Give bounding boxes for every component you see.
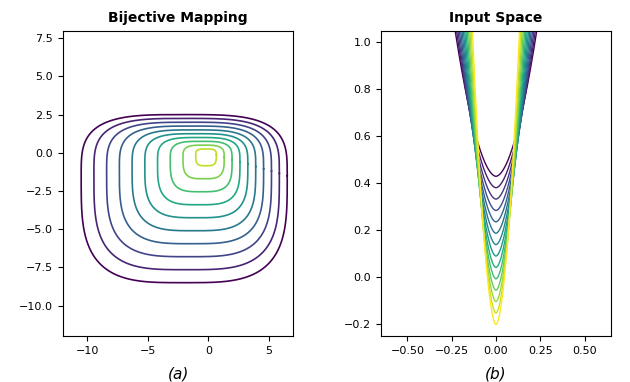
Text: (b): (b)	[485, 366, 507, 381]
Title: Input Space: Input Space	[449, 11, 542, 25]
Title: Bijective Mapping: Bijective Mapping	[108, 11, 248, 25]
Text: (a): (a)	[168, 366, 189, 381]
